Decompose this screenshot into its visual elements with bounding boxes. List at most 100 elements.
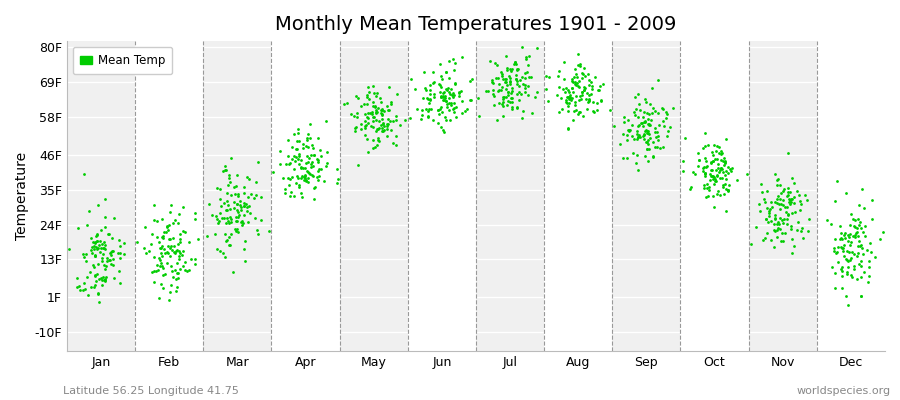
Point (778, 230, 792, 236)
Point (834, 235, 849, 241)
Point (529, 89, 544, 95)
Point (104, 249, 118, 255)
Point (770, 182, 785, 188)
Point (432, 80, 446, 87)
Point (417, 68, 431, 75)
Point (710, 190, 724, 197)
Point (696, 168, 710, 174)
Point (561, 102, 575, 109)
Point (284, 156, 299, 163)
Point (582, 92, 597, 98)
Point (714, 165, 728, 171)
Point (517, 81, 531, 88)
Point (791, 219, 806, 226)
Point (642, 121, 656, 127)
Point (432, 111, 446, 117)
Point (220, 182, 235, 188)
Point (262, 228, 276, 234)
Point (554, 106, 569, 112)
Point (446, 94, 461, 100)
Point (160, 226, 175, 233)
Point (651, 133, 665, 139)
Point (313, 153, 328, 159)
Point (603, 106, 617, 113)
Point (512, 89, 526, 95)
Point (579, 96, 593, 102)
Point (454, 88, 469, 95)
Point (230, 200, 244, 207)
Point (520, 68, 535, 75)
Point (96, 245, 111, 251)
Point (616, 131, 631, 138)
Point (163, 236, 177, 242)
Point (723, 166, 737, 172)
Point (112, 267, 126, 274)
Point (440, 86, 454, 93)
Point (182, 267, 196, 273)
Point (166, 243, 181, 249)
Point (247, 195, 261, 201)
Point (633, 106, 647, 113)
Point (223, 206, 238, 212)
Point (565, 78, 580, 85)
Point (231, 212, 246, 218)
Point (552, 68, 566, 74)
Point (844, 249, 859, 255)
Point (828, 236, 842, 243)
Point (522, 53, 536, 59)
Point (166, 274, 180, 280)
Point (87, 252, 102, 258)
Point (398, 116, 412, 123)
Point (780, 221, 795, 227)
Point (369, 93, 383, 100)
Point (646, 153, 661, 160)
Point (779, 204, 794, 210)
Point (219, 167, 233, 174)
Point (717, 159, 732, 165)
Point (375, 107, 390, 113)
Point (76, 287, 90, 293)
Point (222, 175, 237, 181)
Point (521, 92, 535, 98)
Point (154, 250, 168, 257)
Point (758, 199, 772, 205)
Point (230, 200, 245, 207)
Point (376, 120, 391, 126)
Point (762, 208, 777, 214)
Point (787, 180, 801, 186)
Point (756, 196, 770, 202)
Point (291, 175, 305, 181)
Point (177, 266, 192, 273)
Point (850, 215, 865, 222)
Point (435, 76, 449, 82)
Point (96, 239, 111, 245)
Point (783, 200, 797, 207)
Point (642, 111, 656, 117)
Point (176, 263, 191, 270)
Point (362, 88, 376, 95)
Point (787, 242, 801, 249)
Point (421, 112, 436, 119)
Point (856, 229, 870, 236)
Point (73, 287, 87, 294)
Point (692, 156, 706, 163)
Point (212, 218, 226, 224)
Point (655, 144, 670, 150)
Point (559, 85, 573, 92)
Point (172, 255, 186, 262)
Point (840, 269, 854, 275)
Point (176, 204, 190, 211)
Point (440, 101, 454, 107)
Point (233, 202, 248, 208)
Point (572, 84, 587, 90)
Point (719, 136, 733, 142)
Point (214, 203, 229, 210)
Point (730, 177, 744, 183)
Point (98, 214, 112, 220)
Point (505, 98, 519, 105)
Point (100, 258, 114, 264)
Point (706, 158, 720, 164)
Point (242, 202, 256, 209)
Point (173, 236, 187, 242)
Point (505, 85, 519, 92)
